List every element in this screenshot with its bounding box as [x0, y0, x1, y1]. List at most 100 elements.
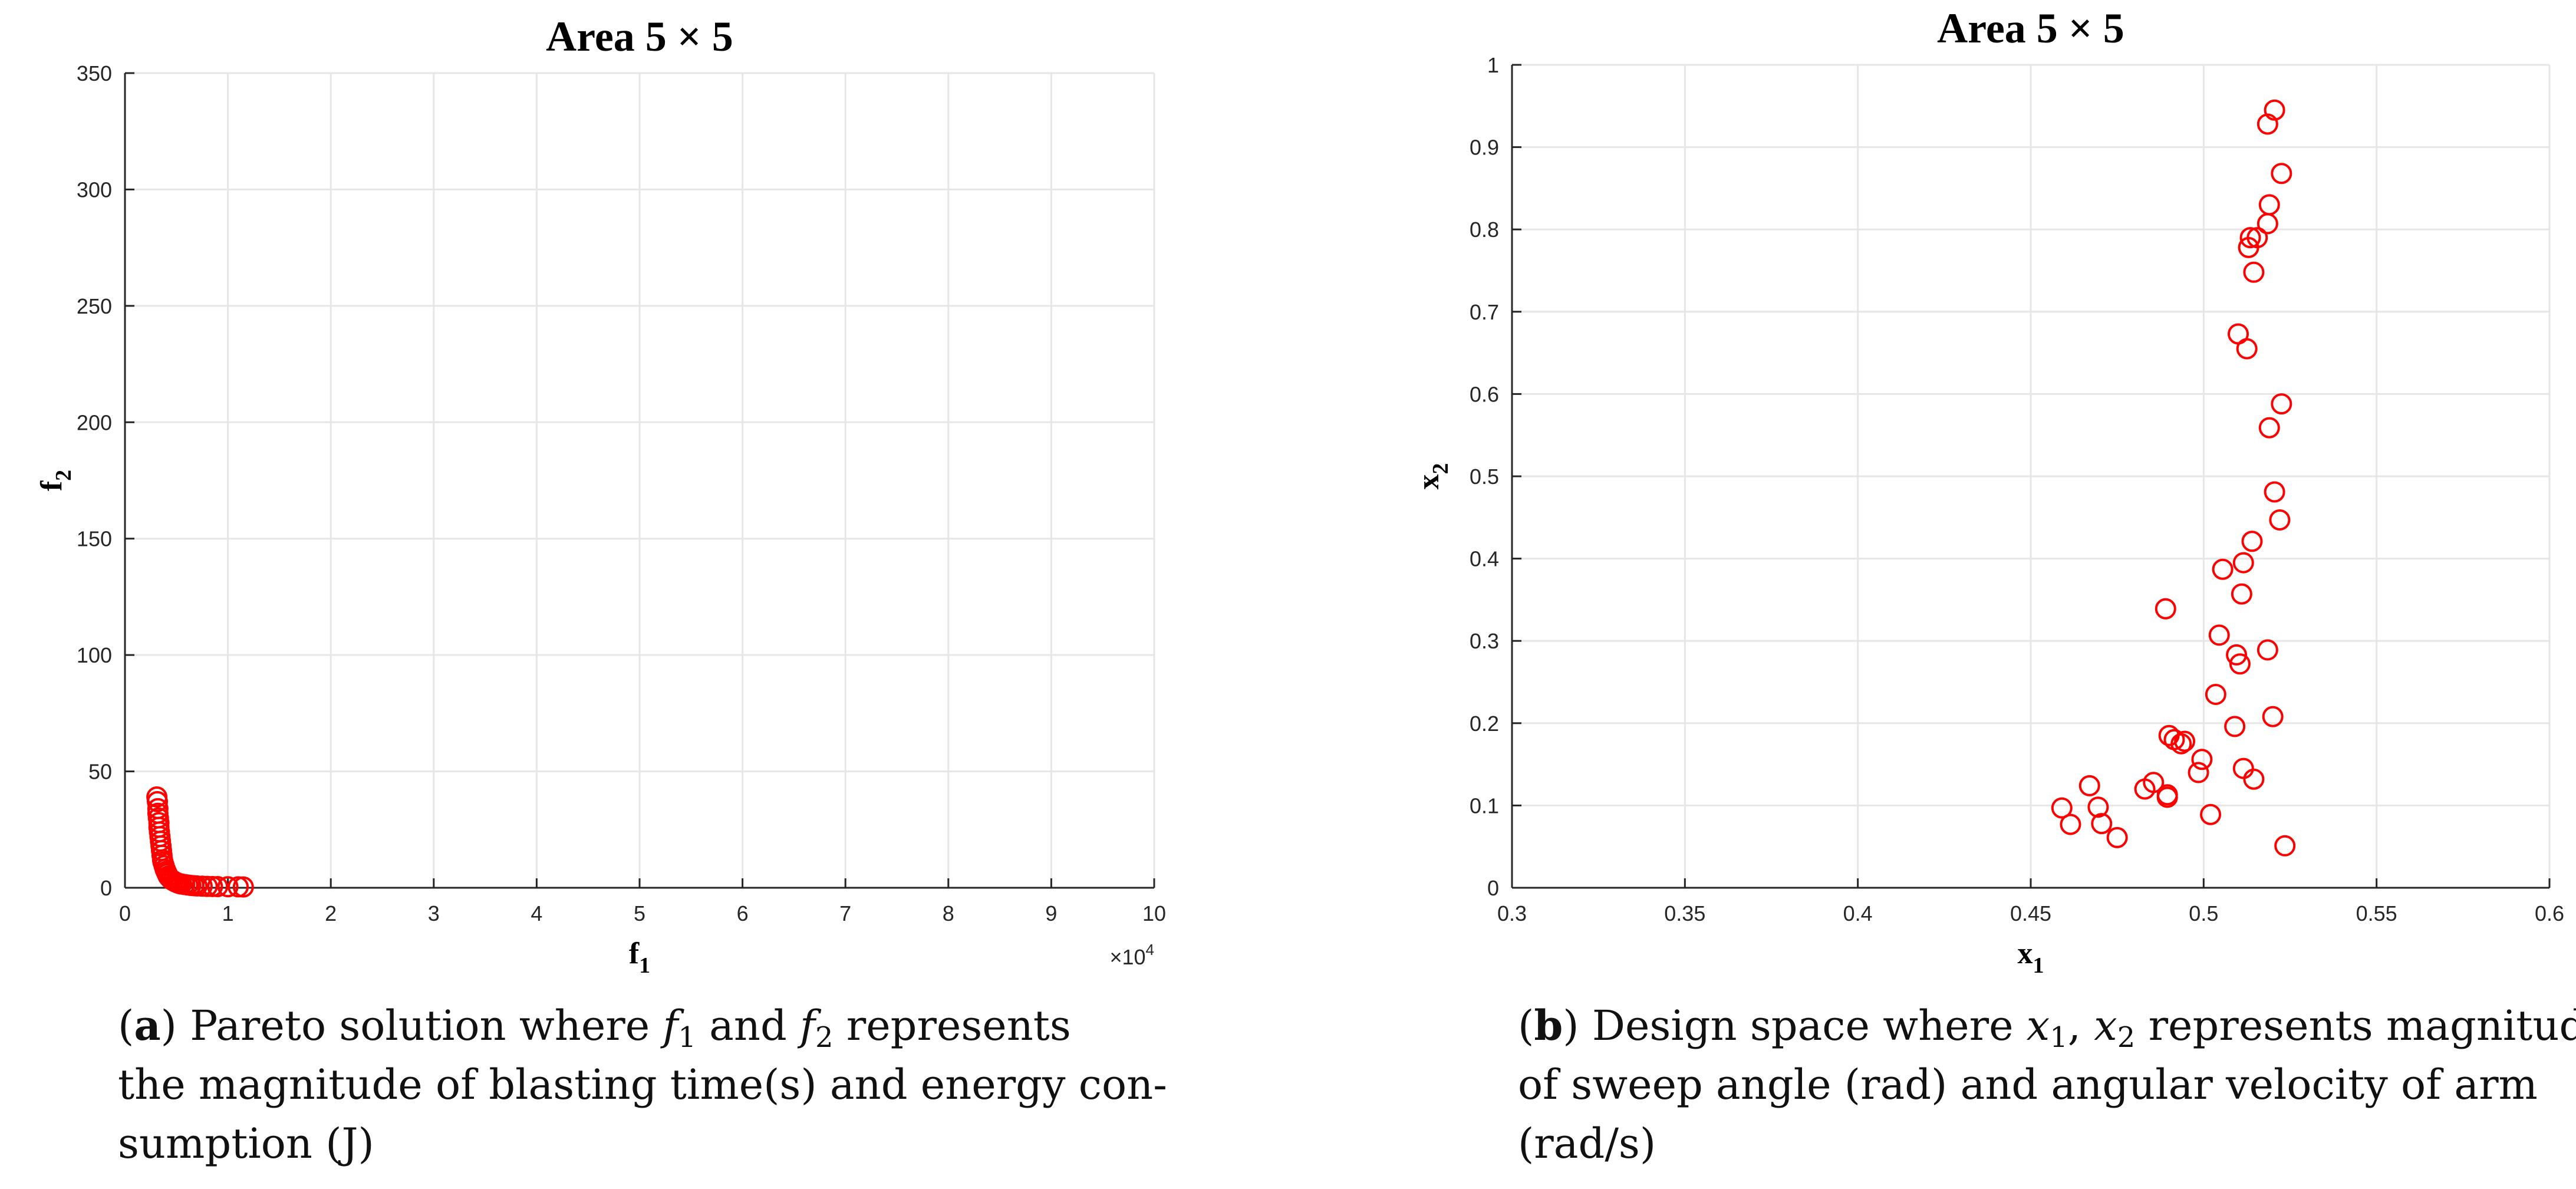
y-tick-label: 0.4	[1470, 547, 1499, 571]
x-tick-label: 0.45	[2010, 901, 2051, 925]
x-tick-label: 5	[634, 901, 645, 925]
data-point	[2224, 716, 2246, 737]
chart-title: Area 5 × 5	[1937, 5, 2124, 52]
data-point	[2257, 639, 2278, 661]
data-point	[2236, 338, 2258, 360]
data-point	[2258, 194, 2280, 216]
data-point	[232, 876, 254, 898]
data-point	[2106, 826, 2128, 848]
caption-line: sumption (J)	[118, 1119, 374, 1168]
data-point	[2258, 417, 2280, 439]
data-point	[2257, 113, 2278, 135]
x-tick-label: 0	[119, 901, 131, 925]
y-tick-label: 0.9	[1470, 136, 1499, 160]
data-point	[2243, 261, 2265, 283]
data-point	[196, 875, 218, 897]
x-tick-label: 0.55	[2356, 901, 2397, 925]
x-tick-label: 0.35	[1664, 901, 1705, 925]
data-point	[202, 875, 223, 897]
data-point	[2232, 757, 2254, 779]
x-exponent-label: ×104	[1109, 941, 1154, 969]
data-point	[2060, 813, 2081, 835]
y-tick-label: 0.7	[1470, 300, 1499, 324]
math-variable: f	[800, 1002, 815, 1050]
y-tick-label: 0.8	[1470, 218, 1499, 242]
caption-line: of sweep angle (rad) and angular velocit…	[1518, 1060, 2538, 1109]
y-tick-label: 350	[77, 61, 112, 85]
data-point	[2156, 786, 2178, 808]
x-tick-label: 10	[1142, 901, 1166, 925]
chart-title: Area 5 × 5	[546, 13, 733, 60]
caption-label: b	[1534, 1001, 1563, 1050]
y-axis-label: f2	[35, 470, 76, 491]
data-point	[2051, 797, 2073, 819]
x-tick-label: 3	[428, 901, 440, 925]
y-tick-label: 0.1	[1470, 793, 1499, 818]
data-point	[2274, 835, 2296, 857]
data-point	[2239, 227, 2261, 249]
x-tick-label: 2	[325, 901, 337, 925]
data-point	[2191, 749, 2213, 770]
y-tick-label: 0	[100, 876, 112, 900]
data-point	[2232, 552, 2254, 574]
data-point	[2269, 509, 2291, 531]
x-tick-label: 1	[222, 901, 234, 925]
x-tick-label: 4	[531, 901, 542, 925]
y-tick-label: 1	[1487, 53, 1499, 77]
data-point	[2241, 531, 2263, 552]
y-tick-label: 0	[1487, 876, 1499, 900]
data-point	[2170, 733, 2192, 755]
y-tick-label: 0.3	[1470, 629, 1499, 653]
data-point	[2091, 813, 2113, 835]
x-axis-label: x1	[2018, 937, 2044, 978]
data-point	[2212, 558, 2234, 580]
x-tick-label: 0.4	[1843, 901, 1873, 925]
data-point	[2174, 730, 2196, 752]
x-tick-label: 9	[1045, 901, 1057, 925]
data-point	[2243, 768, 2265, 790]
data-point	[2271, 393, 2292, 415]
data-point	[2231, 583, 2252, 605]
y-tick-label: 0.2	[1470, 712, 1499, 736]
data-point	[2087, 796, 2109, 818]
caption-b: (b) Design space where x1, x2 represents…	[1518, 996, 2576, 1173]
x-tick-label: 7	[839, 901, 851, 925]
x-tick-label: 0.5	[2189, 901, 2218, 925]
y-tick-label: 50	[88, 760, 112, 784]
y-tick-label: 250	[77, 294, 112, 318]
data-point	[2226, 644, 2248, 666]
x-axis-label: f1	[629, 937, 650, 978]
x-tick-label: 0.3	[1497, 901, 1527, 925]
data-point	[2134, 778, 2156, 800]
data-point	[2188, 762, 2209, 783]
y-tick-label: 300	[77, 177, 112, 202]
data-point	[146, 791, 168, 812]
y-tick-label: 200	[77, 410, 112, 434]
data-point	[2078, 775, 2100, 796]
caption-line: (b) Design space where x1, x2 represents…	[1518, 1001, 2576, 1054]
x-tick-label: 0.6	[2535, 901, 2564, 925]
data-point	[228, 876, 249, 898]
data-point	[2229, 653, 2251, 675]
y-tick-label: 100	[77, 643, 112, 667]
caption-label: a	[134, 1001, 161, 1050]
x-tick-label: 6	[737, 901, 749, 925]
data-point	[2155, 598, 2176, 620]
x-tick-label: 8	[943, 901, 954, 925]
data-point	[2257, 213, 2278, 235]
data-point	[207, 876, 229, 898]
data-point	[2208, 624, 2230, 646]
data-point	[2238, 236, 2259, 258]
math-variable: f	[663, 1002, 678, 1050]
y-tick-label: 0.5	[1470, 465, 1499, 489]
data-point	[2200, 803, 2222, 825]
y-tick-label: 150	[77, 527, 112, 551]
data-point	[2262, 706, 2284, 727]
data-point	[2271, 163, 2292, 185]
math-variable: x	[2094, 1002, 2117, 1050]
data-point	[2205, 683, 2226, 705]
caption-line: (a) Pareto solution where f1 and f2 repr…	[118, 1001, 1071, 1054]
pareto-chart: 0 1 2 3 4 5 6 7 8 9 10050100150200250300350×104Are…	[35, 13, 1166, 978]
y-tick-label: 0.6	[1470, 382, 1499, 406]
y-axis-label: x2	[1412, 463, 1453, 490]
